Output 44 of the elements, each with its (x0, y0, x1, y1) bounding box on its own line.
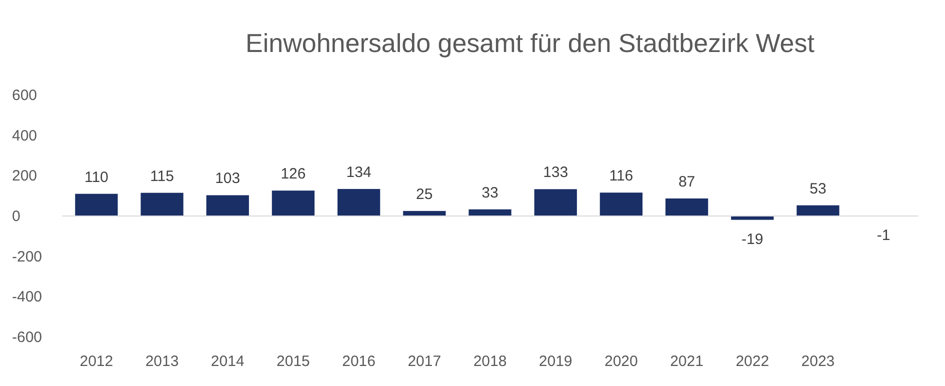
x-tick-label: 2014 (210, 353, 244, 370)
bar (75, 194, 118, 216)
bar (140, 192, 184, 216)
bar (468, 209, 512, 216)
bar (600, 192, 643, 216)
data-label: 53 (810, 180, 826, 198)
bar (534, 189, 577, 216)
data-label: -19 (742, 230, 764, 248)
x-tick-label: 2021 (670, 353, 704, 370)
x-tick-label: 2023 (801, 353, 835, 370)
y-tick-label: 400 (12, 127, 38, 144)
y-tick-label: 0 (12, 208, 20, 225)
y-tick-label: -200 (12, 248, 42, 266)
x-tick-label: 2013 (145, 353, 179, 370)
data-label: 133 (543, 164, 568, 182)
x-tick-label: 2015 (276, 353, 310, 370)
data-label: 126 (280, 166, 306, 183)
x-tick-label: 2019 (538, 353, 572, 370)
bar (206, 195, 249, 216)
x-tick-label: 2016 (342, 353, 376, 370)
data-label: 115 (150, 168, 174, 185)
x-tick-label: 2012 (80, 353, 114, 370)
data-label: 25 (416, 186, 433, 203)
y-tick-label: 600 (12, 87, 38, 104)
data-label: -1 (876, 227, 890, 244)
data-label: 134 (346, 164, 372, 181)
data-label: 110 (84, 168, 108, 186)
bar (731, 216, 774, 220)
bar (337, 188, 380, 216)
data-label: 87 (678, 173, 696, 190)
x-tick-label: 2017 (408, 353, 442, 370)
data-label: 103 (215, 170, 240, 188)
bar (272, 190, 315, 216)
x-tick-label: 2018 (473, 353, 507, 370)
y-tick-label: -400 (12, 288, 42, 306)
y-tick-label: -600 (12, 329, 42, 346)
bar (665, 198, 708, 216)
data-label: 33 (482, 184, 498, 202)
y-tick-label: 200 (12, 168, 38, 185)
data-label: 116 (609, 168, 634, 185)
bar (796, 205, 840, 216)
x-tick-label: 2020 (604, 353, 638, 370)
chart-title: Einwohnersaldo gesamt für den Stadtbezirk West (246, 28, 816, 58)
x-tick-label: 2022 (736, 353, 770, 370)
